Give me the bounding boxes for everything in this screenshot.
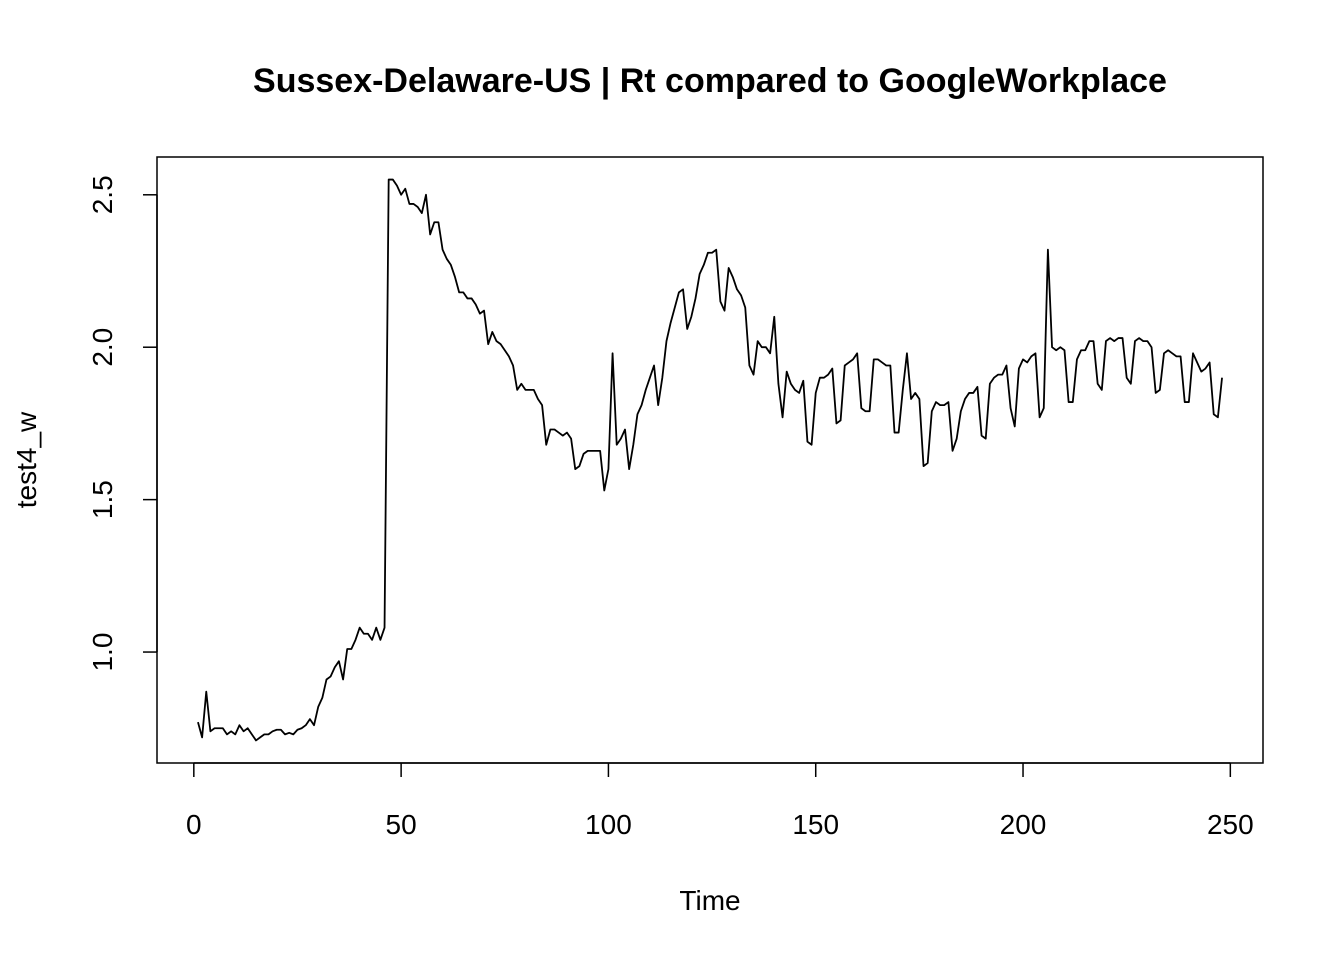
plot-box	[156, 156, 1264, 764]
y-tick-label: 1.5	[87, 480, 118, 519]
x-tick-label: 250	[1207, 809, 1254, 840]
y-tick-label: 2.5	[87, 175, 118, 214]
data-line	[197, 178, 1223, 742]
x-tick-label: 50	[386, 809, 417, 840]
y-tick-label: 2.0	[87, 328, 118, 367]
x-tick-label: 200	[1000, 809, 1047, 840]
x-tick-label: 0	[186, 809, 202, 840]
y-axis-title: test4_w	[11, 411, 42, 508]
x-tick-label: 150	[792, 809, 839, 840]
y-tick-label: 1.0	[87, 633, 118, 672]
x-axis-title: Time	[679, 885, 740, 916]
x-tick-label: 100	[585, 809, 632, 840]
chart-title: Sussex-Delaware-US | Rt compared to Goog…	[253, 62, 1167, 100]
